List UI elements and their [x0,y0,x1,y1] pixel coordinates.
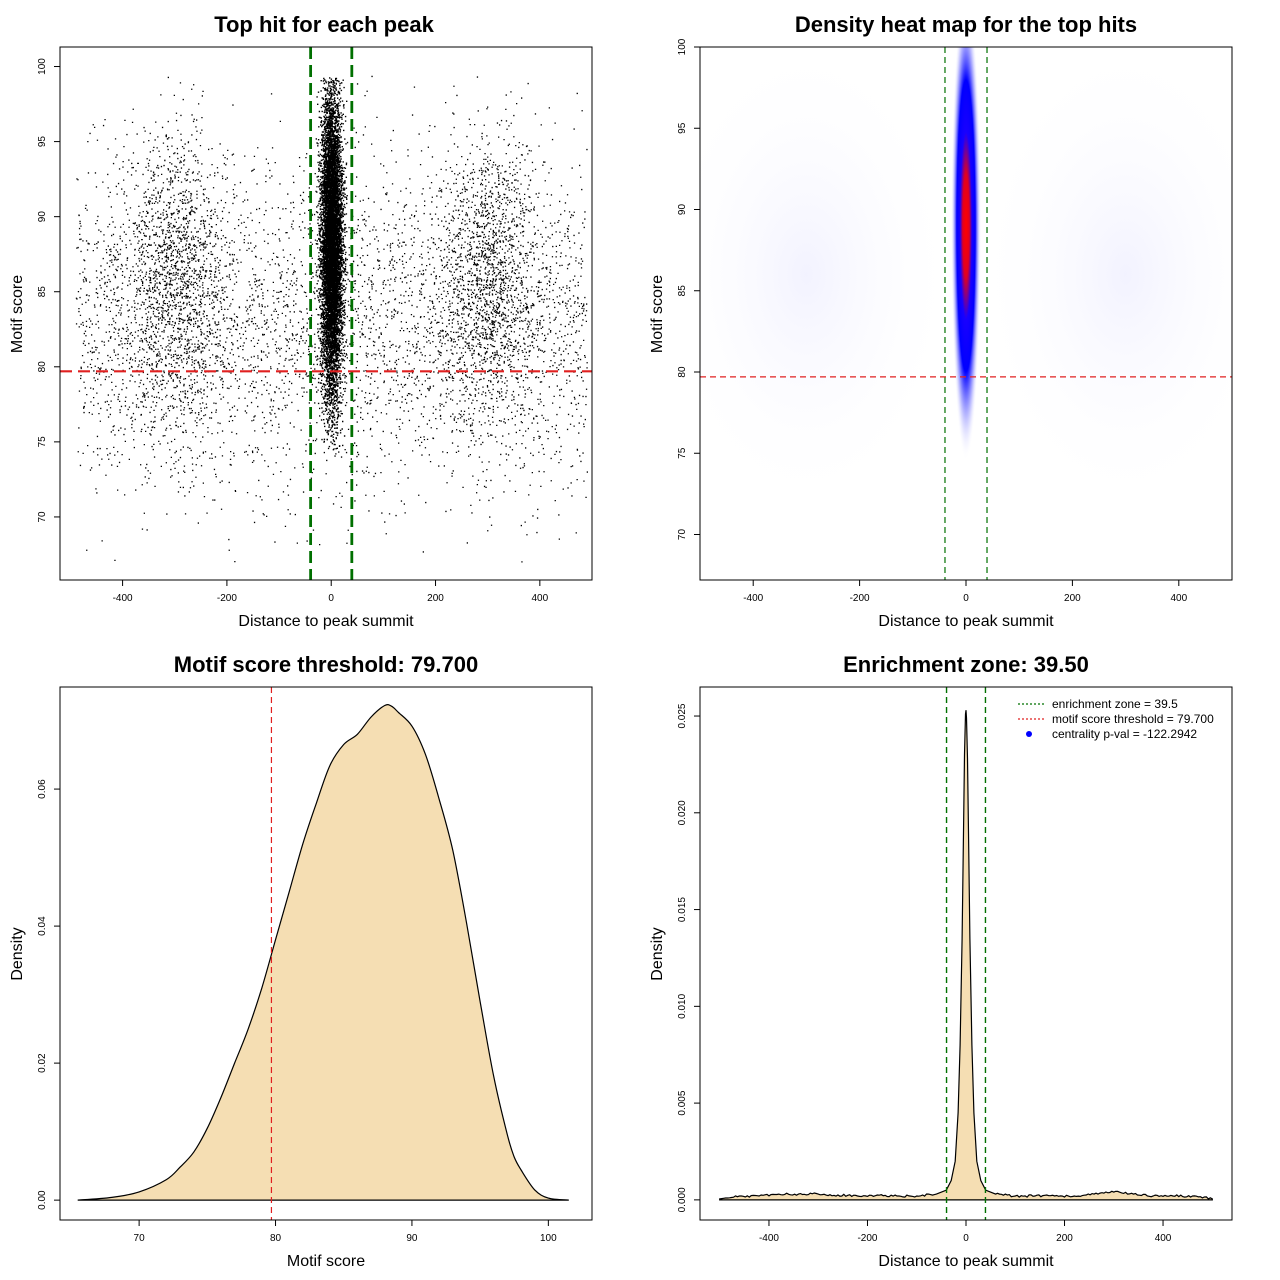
scatter-x-label: Distance to peak summit [238,613,414,630]
panel-scatter: Top hit for each peak -400 -200 0 200 400 70… [9,12,593,630]
enrichment-reference-lines [945,687,987,1220]
heatmap-peak-density [951,47,981,461]
scatter-x-tick-label: 200 [427,593,444,604]
scatter-plot-area [59,46,593,581]
scatter-y-tick-label: 70 [37,511,48,523]
enrichment-x-tick-label: 400 [1155,1233,1172,1244]
score-density-x-tick-label: 90 [406,1233,418,1244]
scatter-background-points [75,75,589,563]
heatmap-x-tick-label: 200 [1064,593,1081,604]
enrichment-x-label: Distance to peak summit [878,1253,1054,1270]
enrichment-x-tick-label: 0 [963,1233,969,1244]
legend-item-enrichment-zone: enrichment zone = 39.5 [1018,697,1178,711]
heatmap-title: Density heat map for the top hits [795,12,1137,37]
heatmap-x-tick-label: 400 [1170,593,1187,604]
scatter-central-cluster-points [315,77,348,451]
enrichment-y-label: Density [649,927,666,980]
enrichment-x-tick-label: -400 [759,1233,779,1244]
scatter-x-tick-label: -200 [217,593,237,604]
panel-enrichment: Enrichment zone: 39.50 -400 -200 0 200 400 0… [649,652,1233,1270]
enrichment-y-tick-label: 0.015 [677,897,688,922]
legend-label: enrichment zone = 39.5 [1052,697,1178,711]
enrichment-x-axis: -400 -200 0 200 400 [759,1220,1172,1244]
heatmap-y-tick-label: 80 [677,366,688,378]
scatter-y-tick-label: 90 [37,211,48,223]
legend-label: motif score threshold = 79.700 [1052,712,1214,726]
heatmap-y-tick-label: 95 [677,122,688,134]
heatmap-x-tick-label: -400 [743,593,763,604]
scatter-frame [59,46,593,581]
scatter-y-tick-label: 100 [37,58,48,75]
heatmap-x-label: Distance to peak summit [878,613,1054,630]
enrichment-y-tick-label: 0.025 [677,703,688,728]
heatmap-y-tick-label: 100 [677,38,688,55]
scatter-y-label: Motif score [9,275,26,353]
heatmap-y-tick-label: 75 [677,447,688,459]
scatter-x-tick-label: 400 [531,593,548,604]
heatmap-x-tick-label: -200 [850,593,870,604]
enrichment-x-tick-label: -200 [857,1233,877,1244]
heatmap-y-tick-label: 85 [677,285,688,297]
scatter-title: Top hit for each peak [214,12,434,37]
enrichment-title: Enrichment zone: 39.50 [843,652,1089,677]
legend-item-motif-threshold: motif score threshold = 79.700 [1018,712,1214,726]
score-density-title: Motif score threshold: 79.700 [174,652,478,677]
scatter-points [75,75,589,563]
scatter-x-tick-label: -400 [113,593,133,604]
score-density-x-axis: 70 80 90 100 [134,1220,557,1244]
legend-label: centrality p-val = -122.2942 [1052,727,1197,741]
enrichment-y-tick-label: 0.000 [677,1187,688,1212]
heatmap-flank-density-right [975,47,1232,515]
panel-heatmap: Density heat map for the top hits -4 [649,12,1233,630]
heatmap-y-label: Motif score [649,275,666,353]
enrichment-x-tick-label: 200 [1056,1233,1073,1244]
heatmap-plot-area [700,47,1232,580]
heatmap-flank-density-left [700,47,957,515]
enrichment-density-curve [719,710,1213,1201]
scatter-y-tick-label: 75 [37,436,48,448]
enrichment-y-tick-label: 0.020 [677,800,688,825]
score-density-x-tick-label: 70 [134,1233,146,1244]
score-density-y-tick-label: 0.02 [37,1053,48,1073]
panel-score-density: Motif score threshold: 79.700 70 80 90 100 … [9,652,593,1270]
heatmap-y-tick-label: 70 [677,529,688,541]
enrichment-legend: enrichment zone = 39.5 motif score thres… [1018,697,1214,741]
score-density-x-label: Motif score [287,1253,365,1270]
score-density-y-tick-label: 0.06 [37,779,48,799]
scatter-y-tick-label: 80 [37,361,48,373]
score-density-y-label: Density [9,927,26,980]
heatmap-x-axis: -400 -200 0 200 400 [743,580,1188,604]
scatter-x-axis: -400 -200 0 200 400 [113,580,549,604]
legend-swatch-blue-dot [1026,731,1032,737]
enrichment-y-tick-label: 0.005 [677,1090,688,1115]
score-density-y-axis: 0.00 0.02 0.04 0.06 [37,779,60,1210]
scatter-reference-lines [60,47,592,580]
legend-item-centrality: centrality p-val = -122.2942 [1026,727,1197,741]
heatmap-reference-lines [700,47,1232,580]
score-density-curve [77,704,569,1201]
heatmap-x-tick-label: 0 [963,593,969,604]
score-density-frame [59,686,593,1221]
scatter-y-tick-label: 85 [37,286,48,298]
scatter-y-tick-label: 95 [37,136,48,148]
heatmap-y-axis: 70 75 80 85 90 95 100 [677,38,700,540]
score-density-y-tick-label: 0.04 [37,916,48,936]
heatmap-y-tick-label: 90 [677,204,688,216]
scatter-y-axis: 70 75 80 85 90 95 100 [37,58,60,523]
enrichment-y-axis: 0.000 0.005 0.010 0.015 0.020 0.025 [677,703,700,1212]
score-density-x-tick-label: 80 [270,1233,282,1244]
score-density-x-tick-label: 100 [540,1233,557,1244]
score-density-y-tick-label: 0.00 [37,1190,48,1210]
scatter-x-tick-label: 0 [328,593,334,604]
enrichment-y-tick-label: 0.010 [677,993,688,1018]
